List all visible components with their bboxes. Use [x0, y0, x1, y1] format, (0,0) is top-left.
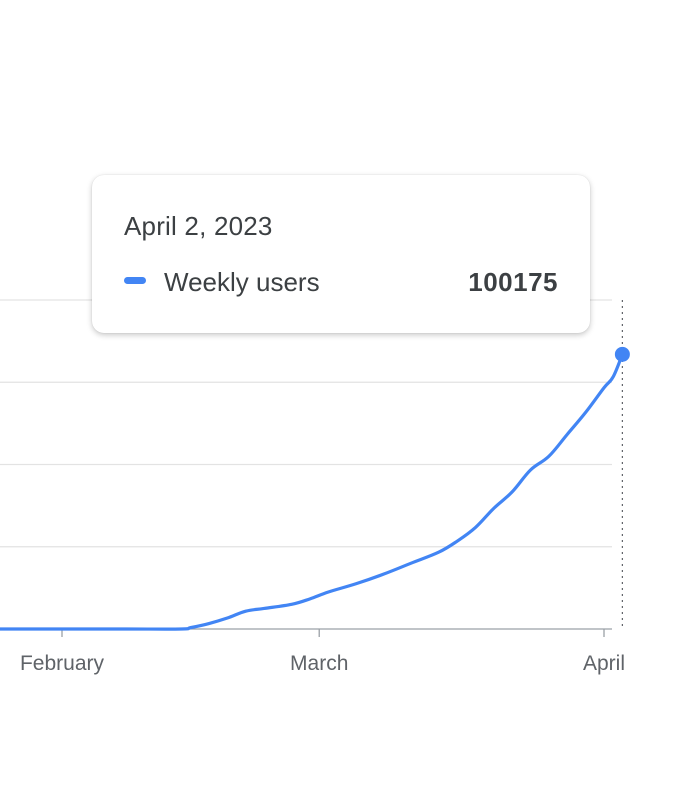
- chart-tooltip: April 2, 2023 Weekly users 100175: [92, 175, 590, 333]
- tooltip-date: April 2, 2023: [124, 211, 273, 241]
- x-tick-label: March: [290, 652, 348, 675]
- series-layer: [0, 352, 624, 631]
- tooltip-series-name: Weekly users: [164, 267, 320, 297]
- tooltip-series-value: 100175: [468, 267, 558, 297]
- tooltip-series-swatch: [124, 277, 146, 284]
- x-axis: February March April: [0, 628, 625, 675]
- gridlines: [0, 299, 612, 548]
- x-tick-label: February: [20, 652, 105, 675]
- highlight-layer: [614, 300, 630, 629]
- highlight-point[interactable]: [614, 346, 630, 362]
- series-line-weekly-users: [0, 352, 624, 631]
- x-tick-label: April: [583, 652, 625, 675]
